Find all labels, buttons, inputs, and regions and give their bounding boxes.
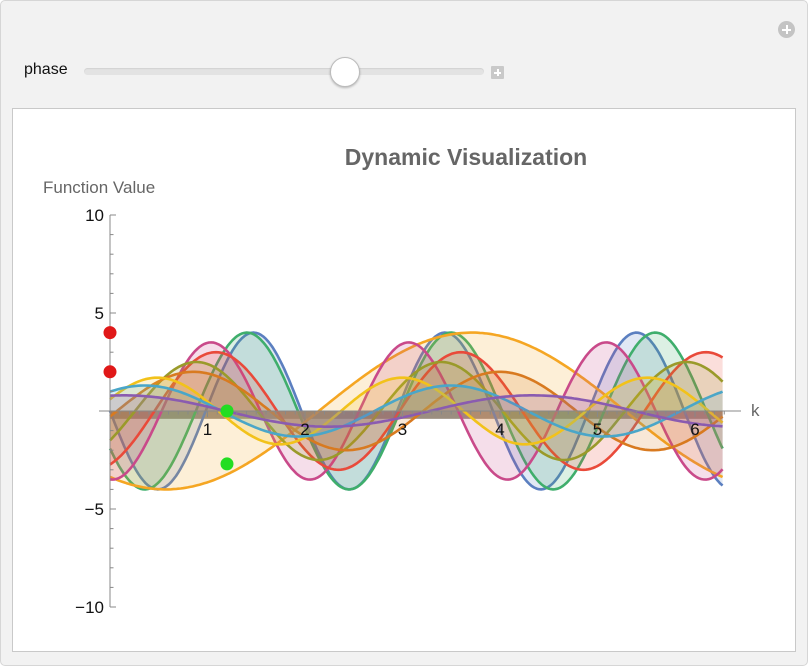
x-tick-label: 2 xyxy=(300,420,309,439)
y-tick-label: −5 xyxy=(85,500,104,519)
series-line xyxy=(109,394,723,428)
slider-thumb[interactable] xyxy=(330,57,360,87)
slider-track[interactable] xyxy=(84,68,484,75)
x-axis-label: k xyxy=(751,401,760,420)
y-tick-label: 10 xyxy=(85,206,104,225)
y-axis-label: Function Value xyxy=(43,178,155,197)
series-line xyxy=(109,384,724,438)
axis-layer: 10 5 −5 −10 1 2 3 4 5 6 xyxy=(75,206,741,617)
chart-svg: Dynamic Visualization Function Value k 1… xyxy=(43,144,760,617)
y-tick-label: −10 xyxy=(75,598,104,617)
x-tick-label: 3 xyxy=(398,420,407,439)
marker-point xyxy=(103,326,117,340)
series-line xyxy=(109,370,724,452)
series-line xyxy=(109,360,724,462)
plot-panel: Dynamic Visualization Function Value k 1… xyxy=(12,108,796,652)
series-line xyxy=(109,350,724,472)
marker-point xyxy=(103,365,117,379)
plus-circle-icon[interactable] xyxy=(778,21,795,38)
marker-point xyxy=(220,457,234,471)
series-line xyxy=(108,331,724,491)
series-line xyxy=(109,341,724,481)
chart-title: Dynamic Visualization xyxy=(345,144,587,170)
marker-point xyxy=(220,404,234,418)
phase-label: phase xyxy=(24,61,68,78)
x-tick-label: 5 xyxy=(593,420,602,439)
plus-square-icon[interactable] xyxy=(491,66,504,79)
x-tick-label: 1 xyxy=(203,420,212,439)
x-tick-label: 4 xyxy=(495,420,504,439)
x-tick-label: 6 xyxy=(690,420,699,439)
marker-layer xyxy=(103,326,234,471)
phase-slider[interactable] xyxy=(84,57,484,87)
y-tick-label: 5 xyxy=(95,304,104,323)
